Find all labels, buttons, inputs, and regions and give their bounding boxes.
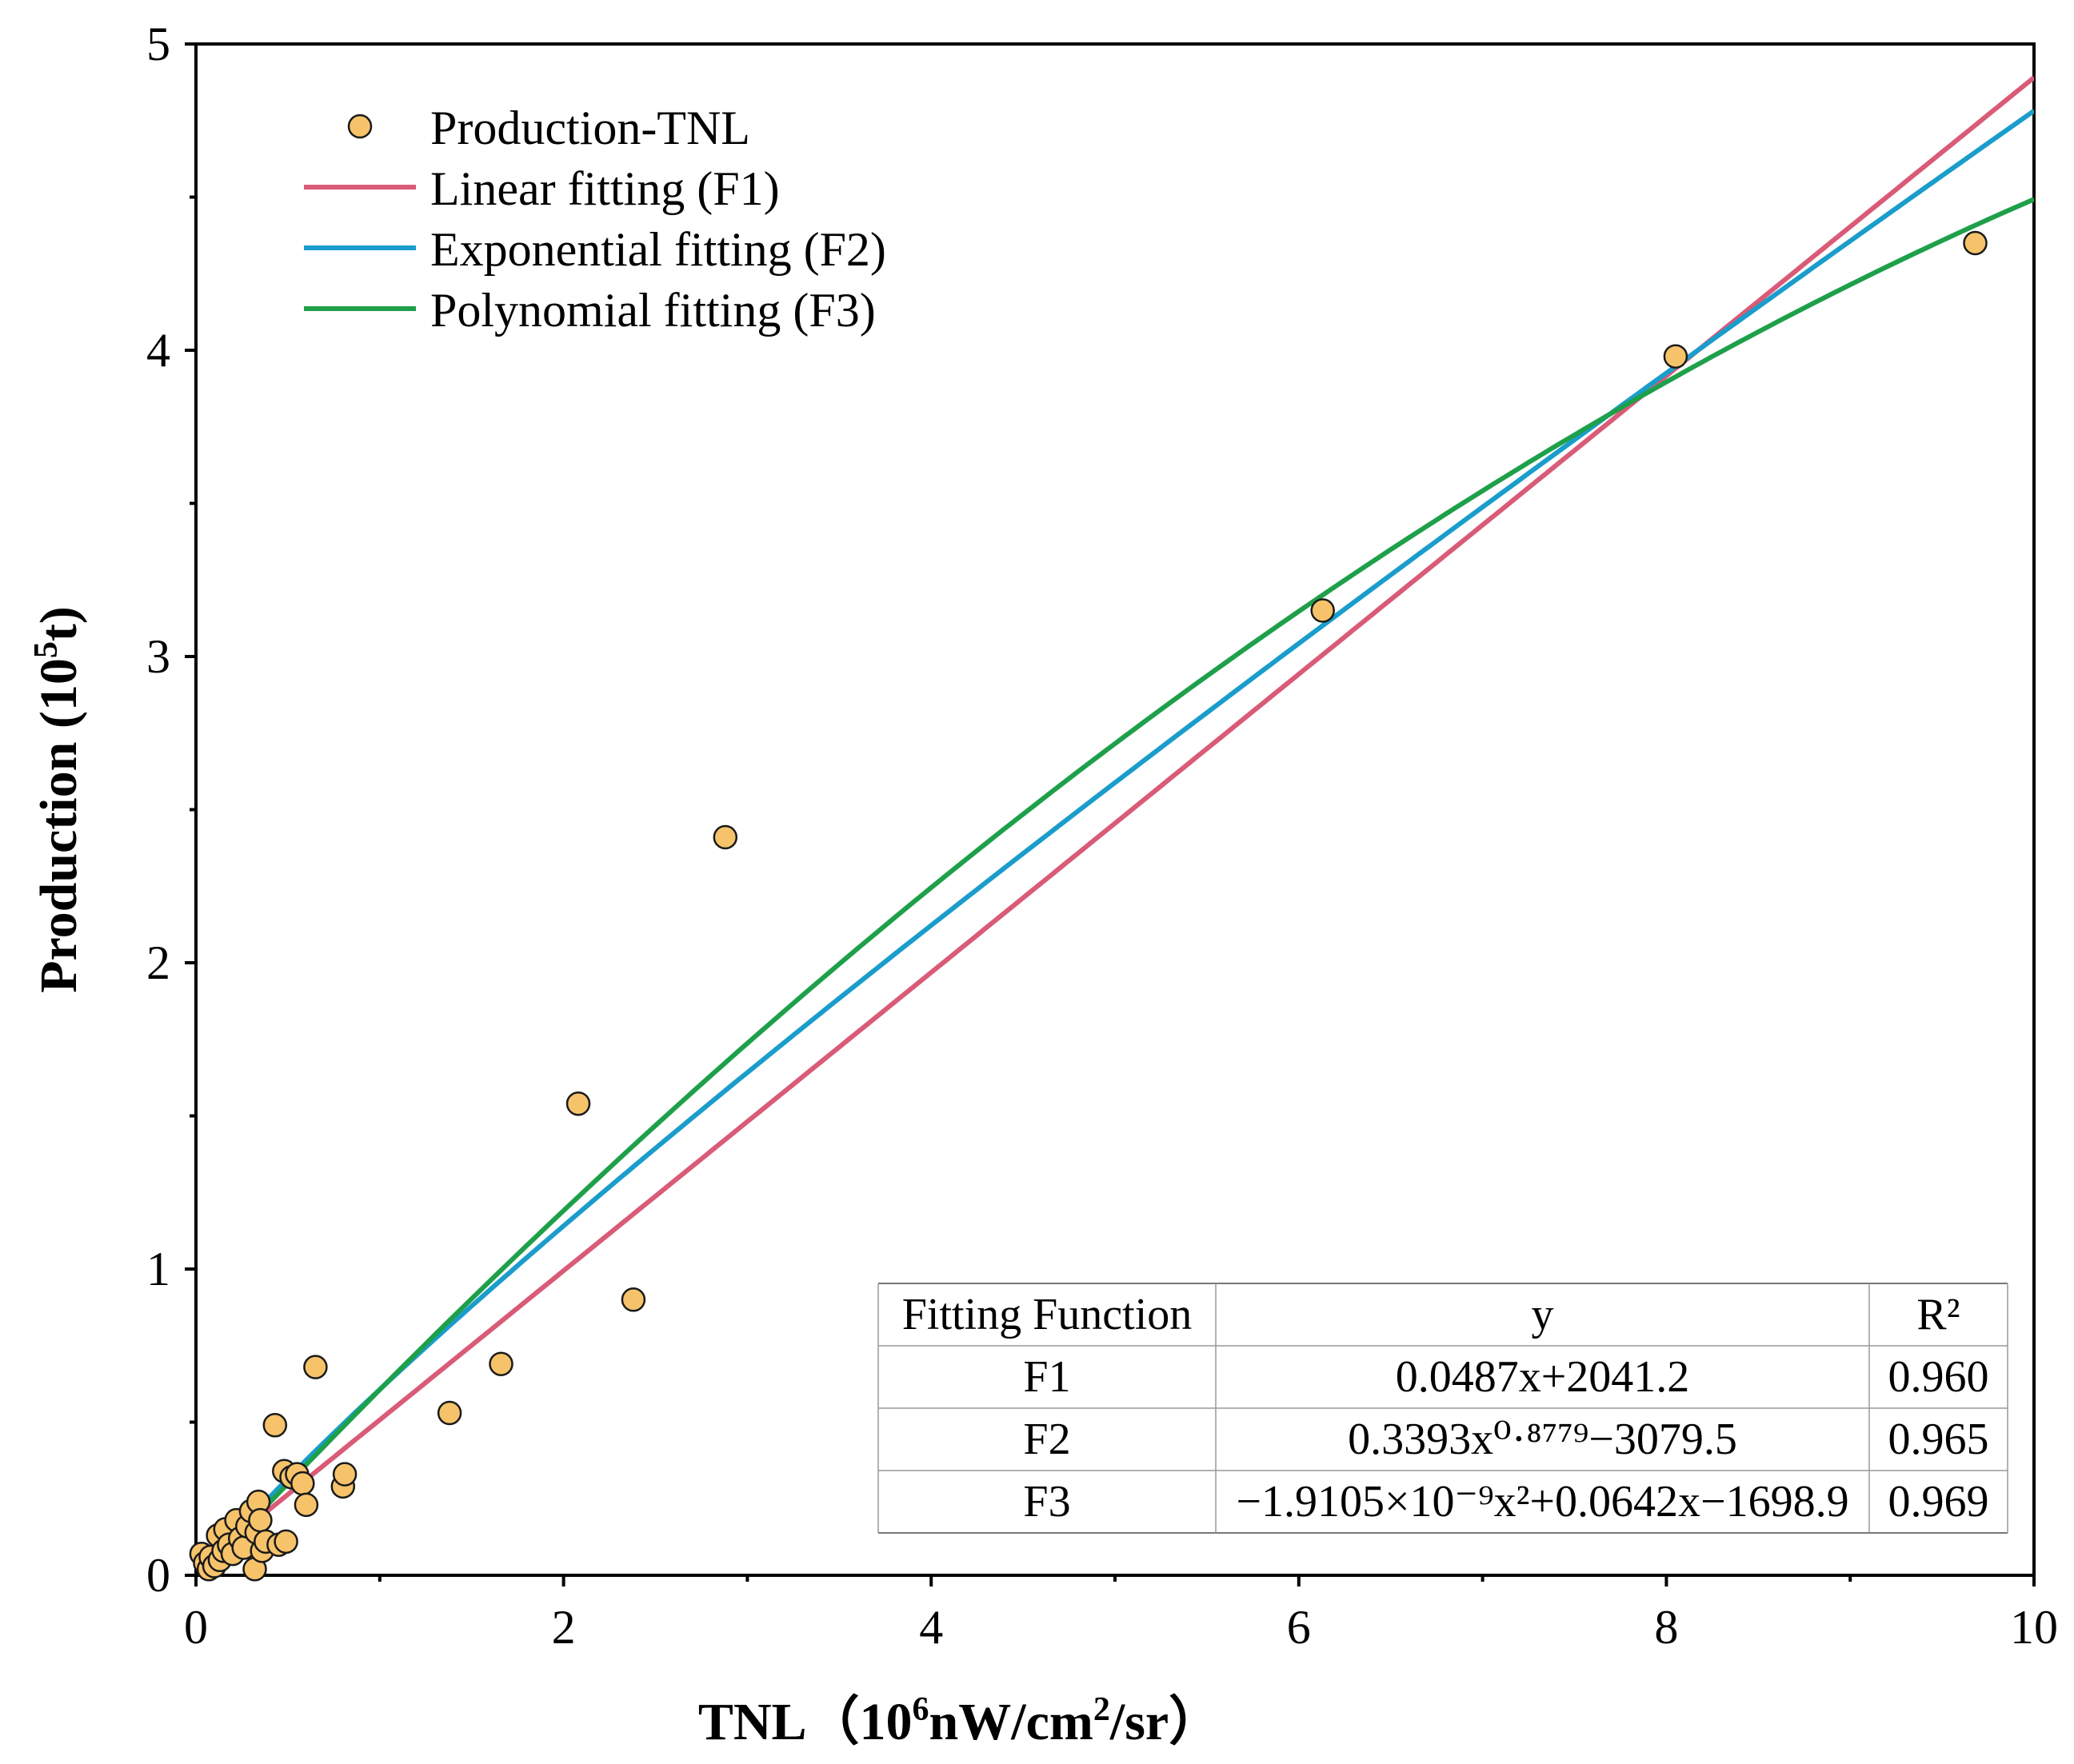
x-tick-label: 4 xyxy=(919,1601,943,1654)
table-cell: F2 xyxy=(1023,1415,1070,1464)
x-tick-label: 2 xyxy=(552,1601,576,1654)
table-header-cell: Fitting Function xyxy=(902,1290,1193,1339)
x-tick-label: 10 xyxy=(2010,1601,2058,1654)
polynomial-fit-line xyxy=(197,197,2034,1575)
y-tick-label: 1 xyxy=(146,1243,170,1295)
data-point xyxy=(621,1287,646,1312)
scatter-points xyxy=(189,230,1988,1582)
data-point xyxy=(713,824,738,850)
y-tick-label: 5 xyxy=(146,18,170,70)
table-header-cell: y xyxy=(1532,1290,1554,1339)
data-point xyxy=(262,1413,288,1438)
x-axis-title: TNL（106nW/cm2/sr） xyxy=(698,1691,1221,1751)
legend-label: Polynomial fitting (F3) xyxy=(430,284,876,337)
table-cell: 0.3393x⁰·⁸⁷⁷⁹−3079.5 xyxy=(1348,1415,1737,1464)
x-tick-label: 0 xyxy=(184,1601,208,1654)
y-tick-label: 2 xyxy=(146,936,170,989)
fit-table: Fitting Function y R² F1 0.0487x+2041.2 0.960… xyxy=(877,1283,2008,1534)
table-cell: 0.0487x+2041.2 xyxy=(1396,1352,1690,1402)
legend-label: Exponential fitting (F2) xyxy=(430,223,886,276)
legend-label: Production-TNL xyxy=(430,102,750,154)
y-tick-label: 3 xyxy=(146,630,170,683)
legend-marker-points xyxy=(347,114,373,139)
data-point xyxy=(248,1507,273,1533)
table-header-cell: R² xyxy=(1916,1290,1960,1339)
data-point xyxy=(1663,344,1688,369)
data-point xyxy=(565,1091,591,1116)
table-cell: 0.965 xyxy=(1888,1415,1989,1464)
axis-ticks: 0 2 4 6 8 10 0 1 2 3 4 5 xyxy=(146,18,2058,1654)
y-axis-title: Production (105t) xyxy=(28,606,88,993)
data-point xyxy=(290,1471,315,1496)
data-point xyxy=(1310,598,1335,623)
table-cell: −1.9105×10⁻⁹x²+0.0642x−1698.9 xyxy=(1236,1477,1848,1527)
x-tick-label: 8 xyxy=(1654,1601,1678,1654)
legend-label: Linear fitting (F1) xyxy=(430,162,780,215)
table-cell: 0.960 xyxy=(1888,1352,1989,1402)
data-point xyxy=(303,1355,328,1379)
legend: Production-TNL Linear fitting (F1) Exponen… xyxy=(304,102,886,337)
data-point xyxy=(1963,230,1988,256)
data-point xyxy=(332,1462,358,1487)
table-cell: 0.969 xyxy=(1888,1477,1989,1527)
x-tick-label: 6 xyxy=(1287,1601,1311,1654)
exponential-fit-line xyxy=(199,109,2034,1575)
y-tick-label: 0 xyxy=(146,1549,170,1602)
table-cell: F3 xyxy=(1023,1477,1070,1527)
y-tick-label: 4 xyxy=(146,324,170,377)
table-cell: F1 xyxy=(1023,1352,1070,1402)
data-point xyxy=(489,1351,514,1376)
data-point xyxy=(294,1492,319,1518)
data-point xyxy=(274,1529,298,1554)
fit-curves xyxy=(196,75,2034,1575)
data-point xyxy=(437,1400,462,1426)
